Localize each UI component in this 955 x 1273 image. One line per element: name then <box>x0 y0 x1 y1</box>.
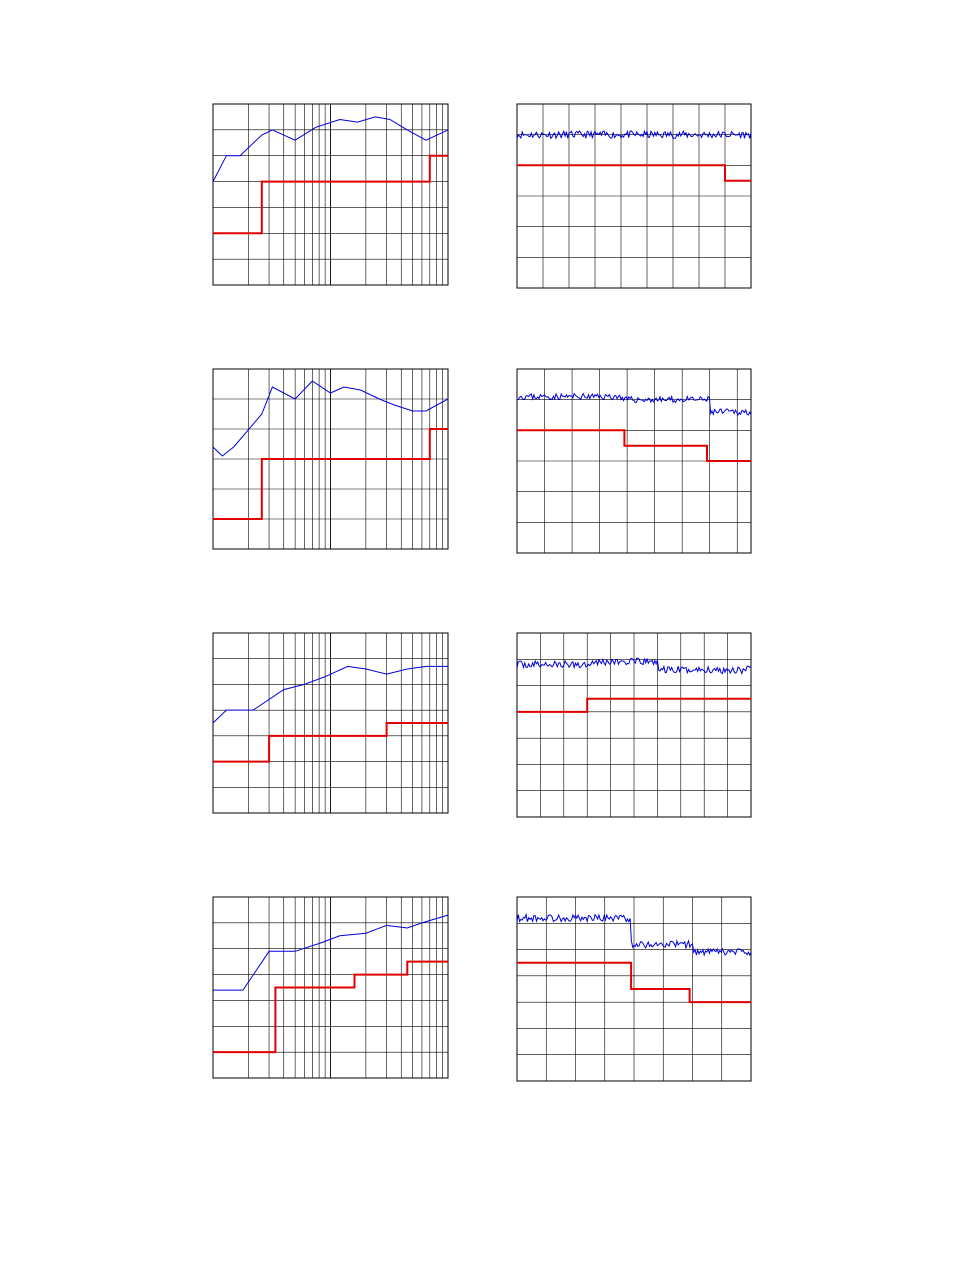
chart-panel-1 <box>212 103 449 286</box>
chart-panel-8 <box>516 896 752 1082</box>
plot-frame <box>516 632 752 818</box>
plot-frame <box>212 896 449 1079</box>
series-measured-line <box>516 129 752 140</box>
series-measured-line <box>516 657 752 675</box>
chart-panel-7 <box>212 896 449 1079</box>
series-measured-line <box>213 914 449 991</box>
chart-panel-2 <box>516 103 752 289</box>
series-step-line <box>213 428 448 520</box>
series-measured-line <box>516 912 752 957</box>
plot-frame <box>212 103 449 286</box>
series-measured-line <box>212 380 449 457</box>
series-step-line <box>517 961 751 1004</box>
series-step-line <box>213 154 448 235</box>
plot-frame <box>212 368 449 550</box>
series-measured-line <box>516 392 752 417</box>
series-step-line <box>517 429 751 462</box>
chart-panel-4 <box>516 368 752 554</box>
series-measured-line <box>212 116 449 182</box>
series-step-line <box>517 164 751 182</box>
series-step-line <box>213 960 448 1054</box>
series-measured-line <box>212 665 448 724</box>
chart-panel-3 <box>212 368 449 550</box>
series-step-line <box>517 697 751 713</box>
chart-panel-5 <box>212 632 449 814</box>
plot-frame <box>516 896 752 1082</box>
chart-panel-6 <box>516 632 752 818</box>
plot-frame <box>516 103 752 289</box>
series-step-line <box>213 722 448 763</box>
